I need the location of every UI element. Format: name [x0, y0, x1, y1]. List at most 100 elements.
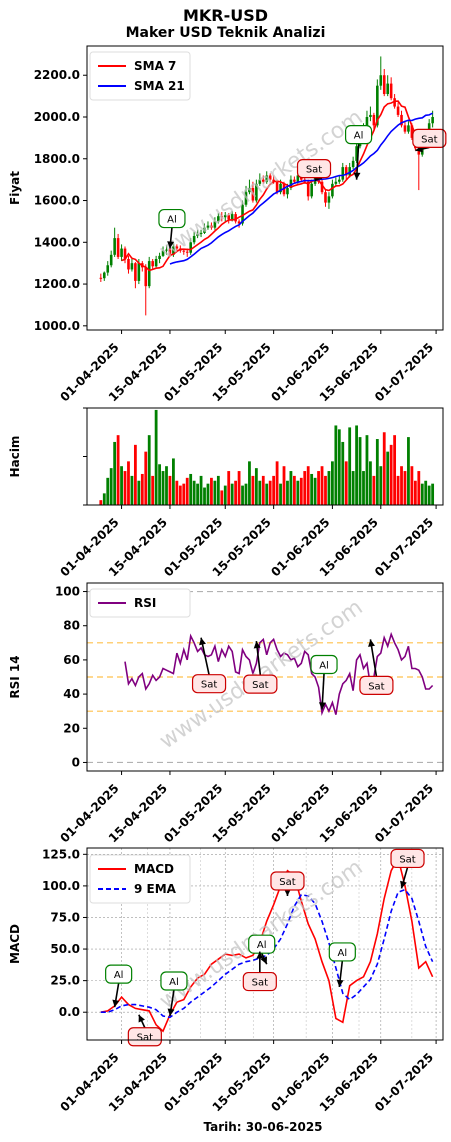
price-candle-body: [199, 232, 203, 234]
price-signal-al-label: Al: [167, 215, 177, 226]
rsi-legend-box: [89, 588, 191, 618]
volume-bar: [216, 475, 220, 505]
price-candle-body: [275, 181, 279, 193]
volume-bar: [213, 480, 217, 505]
price-ytick-label: 2200.0: [34, 68, 80, 82]
volume-bar: [251, 475, 255, 505]
volume-bar: [192, 480, 196, 505]
volume-bar: [161, 471, 165, 505]
price-candle-body: [241, 204, 244, 224]
price-panel-frame: [86, 45, 444, 331]
price-candle-body: [279, 183, 282, 193]
volume-bar: [413, 480, 417, 505]
volume-bar: [337, 429, 341, 505]
volume-bar: [389, 444, 393, 505]
macd-signal-al-arrow-head: [167, 1008, 175, 1016]
volume-bar: [189, 473, 193, 505]
volume-bar: [313, 477, 317, 505]
price-signal-sat-label: Sat: [306, 165, 322, 176]
price-signal-sat-label-box: [296, 159, 332, 179]
rsi-signal-sat-label: Sat: [368, 681, 384, 692]
price-candle-body: [234, 214, 237, 222]
price-candle-body: [382, 75, 386, 95]
volume-bar: [324, 475, 327, 505]
macd-signal-sat-label: Sat: [137, 1033, 153, 1044]
volume-bar: [175, 480, 179, 505]
volume-bar: [330, 461, 334, 505]
volume-bar: [196, 483, 200, 505]
volume-bar: [334, 425, 338, 505]
rsi-signal-sat-label-box: [359, 675, 394, 696]
price-candle-body: [407, 125, 410, 132]
price-candle-body: [396, 106, 400, 115]
volume-xtick-label: 01-07-2025: [372, 515, 436, 579]
price-candle-body: [351, 160, 355, 168]
macd-ytick-label: 50.0: [50, 942, 80, 956]
signal-line: [100, 888, 434, 1019]
price-xtick-label: 01-07-2025: [372, 340, 436, 404]
price-candle-body: [244, 192, 248, 205]
macd-xtick-label: 01-07-2025: [372, 1050, 436, 1114]
price-candle-body: [258, 179, 262, 184]
macd-signal-al-arrow-head: [112, 999, 120, 1008]
price-candle-body: [403, 125, 407, 132]
volume-bar: [210, 477, 213, 505]
price-candle-body: [175, 246, 179, 249]
price-candle-body: [344, 167, 348, 176]
price-candle-body: [102, 272, 106, 279]
price-candle-body: [393, 98, 396, 107]
price-ytick-label: 1200.0: [34, 277, 80, 291]
volume-bar: [379, 466, 383, 505]
volume-bar: [372, 475, 376, 505]
price-candle-body: [286, 188, 289, 195]
macd-signal-al-label: Al: [337, 948, 347, 959]
macd-signal-sat-label-box: [242, 971, 277, 992]
volume-bar: [375, 439, 379, 505]
price-candle-body: [182, 250, 186, 252]
volume-bar: [133, 444, 137, 505]
macd-signal-al-label-box: [328, 942, 356, 962]
volume-bar: [410, 466, 414, 505]
price-signal-sat-label: Sat: [421, 134, 437, 145]
macd-ytick-label: 0.0: [59, 1005, 80, 1019]
volume-bar: [299, 477, 303, 505]
price-candle-body: [324, 192, 327, 203]
price-candle-body: [400, 114, 403, 126]
price-candle-body: [223, 215, 227, 218]
macd-ytick-label: 75.0: [50, 910, 80, 924]
macd-legend-label: MACD: [134, 862, 174, 876]
volume-bar: [113, 441, 117, 505]
rsi-signal-al-arrow-head: [318, 702, 326, 710]
volume-bar: [223, 485, 227, 505]
price-signal-al-arrow-head: [353, 172, 361, 180]
rsi-signal-sat-label-box: [191, 674, 227, 694]
macd-signal-sat-label: Sat: [279, 877, 295, 888]
price-candle-body: [230, 214, 234, 220]
sma7-line: [121, 100, 434, 272]
price-ytick-label: 1800.0: [34, 152, 80, 166]
volume-bar: [116, 435, 120, 505]
price-candle-body: [327, 196, 331, 203]
price-candle-body: [116, 238, 120, 257]
price-candle-body: [154, 259, 158, 267]
volume-bar: [358, 437, 362, 505]
rsi-signal-sat-arrow-head: [368, 639, 375, 647]
price-candle-body: [192, 236, 196, 243]
price-candle-body: [431, 117, 434, 124]
price-candle-body: [220, 216, 224, 218]
volume-bar: [286, 480, 289, 505]
price-signal-sat-label-box: [412, 128, 447, 149]
macd-signal-sat-label-box: [270, 871, 305, 891]
rsi-xtick-label: 01-07-2025: [372, 781, 436, 845]
price-ytick-label: 1000.0: [34, 319, 80, 333]
volume-bar: [431, 483, 435, 505]
macd-panel-frame: [86, 847, 444, 1041]
price-candle-body: [386, 83, 389, 95]
price-legend-box: [89, 51, 191, 101]
macd-ytick-label: 125.0: [42, 847, 80, 861]
price-candle-body: [144, 267, 148, 287]
volume-bar: [420, 483, 424, 505]
price-candle-body: [130, 263, 134, 270]
price-candle-body: [334, 181, 338, 184]
volume-bar: [185, 477, 189, 505]
